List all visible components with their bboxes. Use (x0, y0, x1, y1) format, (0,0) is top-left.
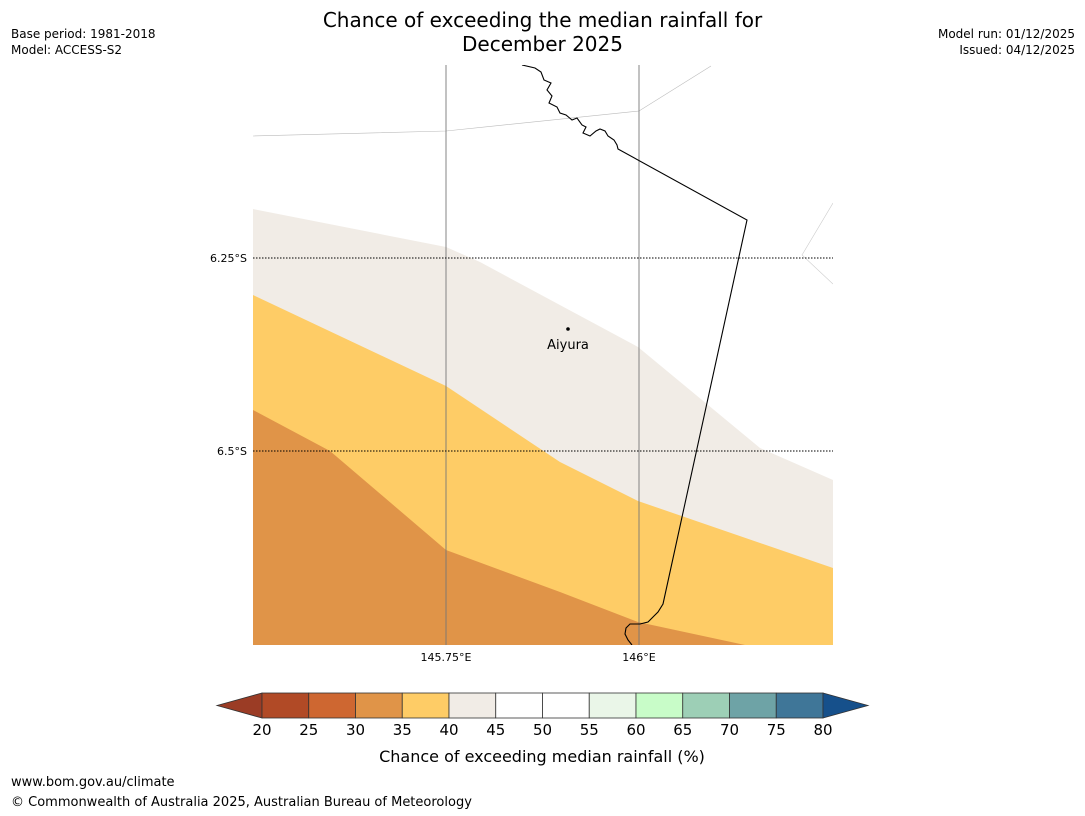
town-marker (566, 327, 570, 331)
model-name: Model: ACCESS-S2 (11, 43, 123, 57)
colorbar-cell (308, 692, 356, 719)
colorbar-high-extension (822, 692, 870, 719)
colorbar-low-extension (215, 692, 263, 719)
footer-url[interactable]: www.bom.gov.au/climate (11, 775, 175, 790)
colorbar-cell (729, 692, 777, 719)
colorbar-cell (401, 692, 450, 719)
colorbar-cell (588, 692, 637, 719)
colorbar-tick-label: 25 (299, 721, 318, 739)
model-run: Model run: 01/12/2025 (937, 27, 1075, 41)
colorbar-cell (355, 692, 403, 719)
band-30-35 (253, 410, 745, 645)
colorbar-tick-label: 35 (393, 721, 412, 739)
lon-label-145-75: 145.75°E (421, 651, 472, 664)
colorbar-cell (775, 692, 824, 719)
colorbar-tick-label: 60 (626, 721, 645, 739)
title-line-1: Chance of exceeding the median rainfall … (322, 8, 763, 32)
lat-label-6-25: 6.25°S (210, 252, 247, 265)
colorbar-tick-label: 45 (486, 721, 505, 739)
colorbar-tick-label: 80 (813, 721, 832, 739)
colorbar-cell (682, 692, 730, 719)
colorbar-cell (495, 692, 543, 719)
town-label: Aiyura (547, 338, 589, 353)
issued-date: Issued: 04/12/2025 (959, 43, 1075, 57)
meta-left: Base period: 1981-2018 Model: ACCESS-S2 (11, 26, 156, 58)
lon-label-146: 146°E (622, 651, 655, 664)
colorbar-tick-label: 40 (439, 721, 458, 739)
colorbar-tick-label: 75 (767, 721, 786, 739)
colorbar: 20 25 30 35 40 45 50 55 60 65 70 75 80 Chance of exc… (215, 692, 870, 766)
colorbar-cell (635, 692, 684, 719)
colorbar-cell (261, 692, 310, 719)
province-boundary (521, 65, 748, 645)
colorbar-tick-label: 20 (252, 721, 271, 739)
colorbar-label: Chance of exceeding median rainfall (%) (379, 747, 705, 766)
colorbar-tick-label: 50 (533, 721, 552, 739)
colorbar-cell (542, 692, 590, 719)
colorbar-tick-label: 55 (580, 721, 599, 739)
colorbar-cell (448, 692, 497, 719)
meta-right: Model run: 01/12/2025 Issued: 04/12/2025 (938, 26, 1075, 58)
lat-label-6-5: 6.5°S (217, 445, 247, 458)
title-line-2: December 2025 (462, 32, 623, 56)
colorbar-tick-label: 70 (720, 721, 739, 739)
faint-border-east (801, 202, 833, 285)
footer-copyright: © Commonwealth of Australia 2025, Austra… (11, 795, 472, 810)
colorbar-tick-label: 30 (346, 721, 365, 739)
colorbar-tick-label: 65 (673, 721, 692, 739)
faint-border-north (253, 65, 712, 137)
base-period: Base period: 1981-2018 (11, 27, 156, 41)
map-title: Chance of exceeding the median rainfall … (0, 8, 1085, 56)
